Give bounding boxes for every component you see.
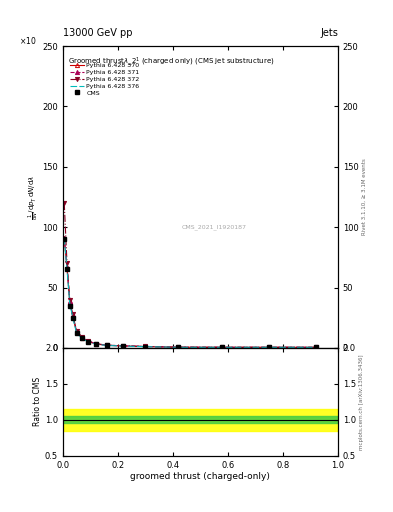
CMS	[62, 236, 67, 242]
Pythia 6.428 372	[176, 344, 181, 350]
Pythia 6.428 376	[80, 335, 84, 342]
Pythia 6.428 376	[267, 344, 272, 350]
CMS	[176, 344, 181, 350]
Pythia 6.428 376	[70, 313, 75, 319]
Pythia 6.428 370	[85, 338, 90, 345]
Pythia 6.428 370	[74, 329, 79, 335]
Line: Pythia 6.428 372: Pythia 6.428 372	[62, 201, 318, 349]
Pythia 6.428 376	[64, 266, 70, 272]
Pythia 6.428 372	[267, 344, 272, 350]
Pythia 6.428 372	[143, 344, 148, 350]
Pythia 6.428 372	[121, 343, 126, 349]
Pythia 6.428 371	[220, 344, 225, 350]
Pythia 6.428 371	[62, 235, 67, 241]
Pythia 6.428 370	[68, 299, 72, 305]
Text: Jets: Jets	[320, 28, 338, 38]
Pythia 6.428 372	[85, 337, 90, 344]
Pythia 6.428 376	[74, 330, 79, 336]
Y-axis label: Rivet 3.1.10, ≥ 3.1M events: Rivet 3.1.10, ≥ 3.1M events	[362, 159, 366, 236]
Pythia 6.428 372	[105, 342, 109, 348]
CMS	[105, 343, 109, 349]
Pythia 6.428 376	[314, 344, 318, 350]
Pythia 6.428 370	[220, 344, 225, 350]
Pythia 6.428 370	[143, 344, 148, 350]
Pythia 6.428 371	[314, 344, 318, 350]
CMS	[68, 303, 72, 309]
Pythia 6.428 371	[121, 343, 126, 349]
Pythia 6.428 372	[64, 260, 70, 266]
Text: CMS_2021_I1920187: CMS_2021_I1920187	[182, 224, 247, 230]
Pythia 6.428 372	[314, 344, 318, 350]
Pythia 6.428 376	[143, 344, 148, 350]
Pythia 6.428 371	[64, 264, 70, 270]
CMS	[121, 343, 126, 349]
CMS	[267, 344, 272, 350]
Pythia 6.428 372	[74, 328, 79, 334]
Text: Groomed thrust$\lambda\_2^1$ (charged only) (CMS jet substructure): Groomed thrust$\lambda\_2^1$ (charged on…	[68, 55, 275, 68]
Pythia 6.428 371	[267, 344, 272, 350]
Y-axis label: $\frac{1}{\mathrm{d}N} / \mathrm{d}p_T \, \mathrm{d}N / \mathrm{d}\lambda$: $\frac{1}{\mathrm{d}N} / \mathrm{d}p_T \…	[27, 175, 41, 220]
CMS	[64, 266, 70, 272]
Pythia 6.428 376	[176, 344, 181, 350]
Y-axis label: Ratio to CMS: Ratio to CMS	[33, 377, 42, 426]
Pythia 6.428 372	[220, 344, 225, 350]
CMS	[70, 315, 75, 321]
Y-axis label: mcplots.cern.ch [arXiv:1306.3436]: mcplots.cern.ch [arXiv:1306.3436]	[359, 354, 364, 450]
Legend: Pythia 6.428 370, Pythia 6.428 371, Pythia 6.428 372, Pythia 6.428 376, CMS: Pythia 6.428 370, Pythia 6.428 371, Pyth…	[69, 61, 141, 97]
Pythia 6.428 371	[143, 344, 148, 350]
Pythia 6.428 376	[68, 300, 72, 306]
Pythia 6.428 370	[267, 344, 272, 350]
Text: 13000 GeV pp: 13000 GeV pp	[63, 28, 132, 38]
Pythia 6.428 376	[94, 341, 98, 347]
Pythia 6.428 370	[121, 343, 126, 349]
CMS	[314, 344, 318, 350]
Pythia 6.428 376	[85, 338, 90, 345]
Pythia 6.428 370	[176, 344, 181, 350]
CMS	[220, 344, 225, 350]
Pythia 6.428 371	[74, 329, 79, 335]
Pythia 6.428 370	[70, 312, 75, 318]
CMS	[94, 341, 98, 347]
Pythia 6.428 371	[176, 344, 181, 350]
Pythia 6.428 372	[94, 340, 98, 347]
Pythia 6.428 371	[105, 342, 109, 348]
Pythia 6.428 376	[220, 344, 225, 350]
Pythia 6.428 370	[64, 265, 70, 271]
Pythia 6.428 372	[68, 296, 72, 303]
Pythia 6.428 371	[70, 312, 75, 318]
Pythia 6.428 376	[121, 343, 126, 349]
CMS	[74, 330, 79, 336]
Pythia 6.428 371	[68, 298, 72, 304]
Pythia 6.428 370	[94, 341, 98, 347]
Line: Pythia 6.428 370: Pythia 6.428 370	[62, 236, 318, 349]
Pythia 6.428 372	[80, 334, 84, 340]
Pythia 6.428 371	[94, 340, 98, 347]
Pythia 6.428 372	[70, 311, 75, 317]
Pythia 6.428 371	[80, 334, 84, 340]
CMS	[143, 344, 148, 350]
Pythia 6.428 370	[62, 235, 67, 241]
Pythia 6.428 372	[62, 200, 67, 206]
X-axis label: groomed thrust (charged-only): groomed thrust (charged-only)	[130, 472, 270, 481]
Pythia 6.428 376	[105, 343, 109, 349]
Line: Pythia 6.428 371: Pythia 6.428 371	[62, 236, 318, 349]
Text: $\times10$: $\times10$	[19, 35, 37, 46]
Line: Pythia 6.428 376: Pythia 6.428 376	[64, 238, 316, 347]
CMS	[85, 339, 90, 345]
Pythia 6.428 370	[105, 343, 109, 349]
Pythia 6.428 370	[80, 334, 84, 340]
CMS	[80, 335, 84, 342]
Pythia 6.428 376	[62, 235, 67, 241]
Pythia 6.428 370	[314, 344, 318, 350]
Pythia 6.428 371	[85, 338, 90, 344]
Line: CMS: CMS	[62, 237, 318, 349]
